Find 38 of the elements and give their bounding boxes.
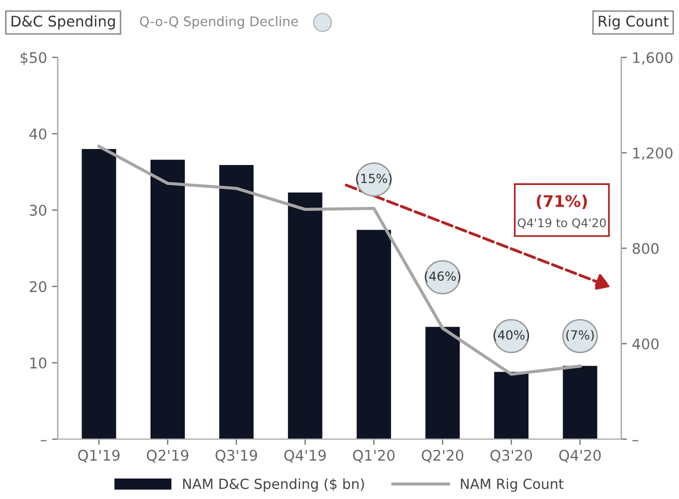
bar (288, 192, 322, 440)
y2-tick-label: 800 (632, 242, 659, 254)
y-tick-label: 20 (30, 281, 46, 292)
annotation: Q4'19 to Q4'20 (518, 218, 606, 229)
x-tick-label: Q1'20 (353, 450, 395, 462)
y-axis-title: D&C Spending (12, 15, 115, 30)
x-tick-label: Q1'19 (78, 450, 120, 462)
annotation: (71%) (536, 194, 587, 209)
y-tick-label: 10 (30, 357, 46, 369)
y-tick-label: $50 (20, 52, 46, 66)
x-tick-label: Q4'20 (559, 450, 601, 462)
bar (150, 160, 185, 440)
text: Q-o-Q Spending Decline (140, 16, 298, 29)
bar (562, 366, 598, 440)
y2-tick-label: 400 (632, 338, 659, 350)
y2-tick-label: 1,200 (633, 148, 672, 160)
y2-axis-title: Rig Count (598, 15, 668, 30)
x-tick-label: Q2'19 (146, 450, 188, 462)
bar (494, 372, 528, 440)
annotation: (15%) (356, 174, 392, 185)
y-tick-label: 40 (29, 128, 46, 140)
bar (219, 165, 254, 440)
y2-tick-label: – (632, 440, 638, 442)
bar (356, 230, 392, 440)
x-tick-label: Q2'20 (422, 450, 464, 462)
bar (82, 149, 116, 440)
legend-label: NAM D&C Spending ($ bn) (183, 478, 364, 492)
x-tick-label: Q4'19 (284, 450, 326, 462)
annotation: (46%) (424, 271, 460, 282)
y2-tick-label: 1,600 (633, 52, 672, 65)
y-tick-label: – (40, 440, 47, 442)
bar (425, 326, 460, 440)
legend-label: NAM Rig Count (460, 478, 564, 492)
y-tick-label: 30 (30, 204, 46, 216)
annotation: (7%) (566, 330, 594, 342)
x-tick-label: Q3'20 (490, 450, 532, 462)
annotation: (40%) (494, 330, 530, 342)
x-tick-label: Q3'19 (216, 450, 258, 462)
